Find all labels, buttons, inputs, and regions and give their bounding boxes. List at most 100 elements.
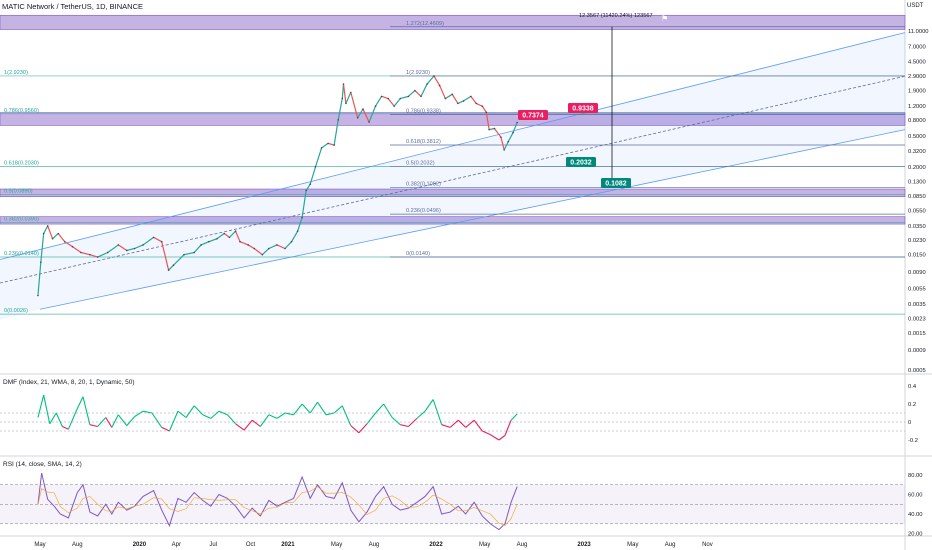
dmf-segment [227, 414, 236, 425]
price-point [444, 97, 447, 100]
price-point [462, 100, 465, 102]
price-axis[interactable]: 11.0000 7.0000 4.5000 2.9000 1.9000 1.2000 0.8… [908, 29, 929, 374]
dmf-segment [465, 419, 475, 428]
price-segment [408, 90, 416, 97]
price-point [290, 240, 293, 243]
rsi-label: RSI (14, close, SMA, 14, 2) [3, 461, 82, 468]
rsi-pane: 80.00 60.00 40.00 20.00 [0, 472, 923, 538]
price-point [80, 251, 82, 254]
price-segment [333, 119, 339, 146]
price-point [470, 95, 472, 98]
price-tick-label: 4.5000 [908, 59, 926, 65]
price-segment [337, 98, 343, 120]
dmf-segment [325, 412, 335, 416]
price-tick-label: 0.0090 [908, 270, 926, 276]
trend-channel [0, 32, 906, 320]
price-tick-label: 0.0150 [908, 253, 926, 259]
price-point [500, 136, 502, 138]
fib-right-label: 0.618(0.3812) [406, 139, 441, 145]
channel-lower-line [39, 129, 906, 310]
price-segment [142, 236, 154, 246]
price-segment [475, 102, 483, 107]
price-point [247, 244, 249, 246]
price-point [433, 75, 435, 77]
time-tick-label: 2020 [133, 542, 147, 548]
price-point [106, 251, 109, 254]
price-point [296, 230, 299, 232]
fib-right-label: 1.272(12.4609) [406, 21, 444, 27]
price-segment [216, 233, 225, 240]
price-segment [445, 93, 453, 100]
price-point [457, 102, 459, 105]
dmf-segment [76, 396, 84, 409]
price-segment [247, 244, 255, 250]
fib-left-label: 0.618(0.2030) [4, 160, 39, 166]
dmf-segment [350, 425, 360, 434]
time-tick-label: Oct [246, 542, 256, 548]
price-tick-label: 1.2000 [908, 104, 926, 110]
dmf-segment [432, 399, 443, 425]
price-point [228, 236, 231, 239]
dmf-segment [105, 417, 113, 428]
price-tag: 0.9338 [568, 103, 598, 113]
price-point [399, 97, 402, 100]
price-segment [301, 190, 307, 218]
price-segment [357, 108, 364, 119]
price-point [239, 240, 241, 243]
price-point [387, 97, 389, 100]
price-segment [284, 241, 292, 249]
dmf-tick-label: 0.4 [908, 384, 917, 390]
price-segment [414, 90, 422, 97]
time-axis[interactable]: May Aug 2020 Apr Jul Oct 2021 May Aug 2022 May Aug 2… [34, 542, 712, 548]
price-tag-box [518, 110, 548, 120]
price-segment [512, 122, 518, 133]
price-segment [43, 225, 49, 234]
price-segment [375, 96, 383, 107]
price-point [142, 244, 144, 246]
fib-zones [0, 14, 906, 225]
price-segment [400, 95, 409, 100]
time-tick-label: May [331, 542, 342, 548]
price-tag-box [568, 103, 598, 113]
price-segment [345, 92, 352, 104]
price-segment [183, 251, 195, 256]
price-segment [40, 233, 45, 263]
price-segment [161, 241, 170, 271]
chart-title: MATIC Network / TetherUS, 1D, BINANCE [2, 2, 144, 11]
fib-left-label: 0(0.0026) [4, 308, 28, 314]
price-point [253, 247, 256, 250]
dmf-label: DMF (Index, 21, WMA, 8, 20, 1, Dynamic, … [3, 379, 135, 386]
measure-label: 12.3567 (11420.24%) 123567 [579, 13, 653, 19]
fib-left-label: 1(2.9230) [4, 70, 28, 76]
dmf-segment [268, 414, 278, 419]
price-segment [457, 100, 464, 104]
price-segment [305, 183, 311, 191]
time-tick-label: 2021 [281, 542, 295, 548]
dmf-segment [510, 413, 518, 421]
price-point [200, 244, 202, 246]
price-tick-label: 11.0000 [908, 29, 929, 35]
dmf-segment [67, 408, 78, 430]
dmf-segment [383, 403, 393, 418]
price-point [40, 261, 42, 264]
price-segment [393, 98, 401, 107]
dmf-segment [498, 435, 506, 441]
fib-right-label: 0(0.0140) [406, 251, 430, 257]
dmf-segment [276, 412, 286, 419]
price-segment [463, 95, 472, 102]
dmf-segment [424, 399, 434, 412]
price-segment [57, 233, 66, 243]
price-segment [117, 244, 128, 251]
price-segment [173, 254, 185, 266]
price-segment [97, 251, 109, 258]
price-point [327, 142, 329, 145]
dmf-segment [97, 417, 107, 427]
fib-zone [0, 188, 906, 197]
price-point [207, 240, 210, 243]
price-point [407, 95, 410, 98]
price-tag: 0.1082 [601, 178, 631, 188]
price-tick-label: 0.2000 [908, 165, 926, 171]
price-segment [52, 233, 59, 240]
dmf-segment [400, 424, 409, 428]
fib-zone [0, 216, 906, 225]
